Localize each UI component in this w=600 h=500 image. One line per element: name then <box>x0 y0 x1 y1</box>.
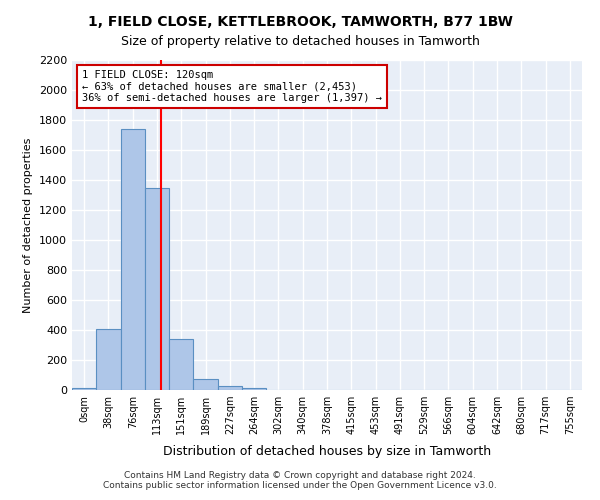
Bar <box>96 328 121 390</box>
Bar <box>72 388 96 390</box>
Text: 1 FIELD CLOSE: 120sqm
← 63% of detached houses are smaller (2,453)
36% of semi-d: 1 FIELD CLOSE: 120sqm ← 63% of detached … <box>82 70 382 103</box>
X-axis label: Distribution of detached houses by size in Tamworth: Distribution of detached houses by size … <box>163 446 491 458</box>
Y-axis label: Number of detached properties: Number of detached properties <box>23 138 34 312</box>
Text: 1, FIELD CLOSE, KETTLEBROOK, TAMWORTH, B77 1BW: 1, FIELD CLOSE, KETTLEBROOK, TAMWORTH, B… <box>88 15 512 29</box>
Bar <box>121 129 145 390</box>
Bar <box>242 388 266 390</box>
Bar <box>169 339 193 390</box>
Bar <box>218 386 242 390</box>
Bar <box>193 379 218 390</box>
Text: Size of property relative to detached houses in Tamworth: Size of property relative to detached ho… <box>121 35 479 48</box>
Text: Contains HM Land Registry data © Crown copyright and database right 2024.
Contai: Contains HM Land Registry data © Crown c… <box>103 470 497 490</box>
Bar <box>145 188 169 390</box>
